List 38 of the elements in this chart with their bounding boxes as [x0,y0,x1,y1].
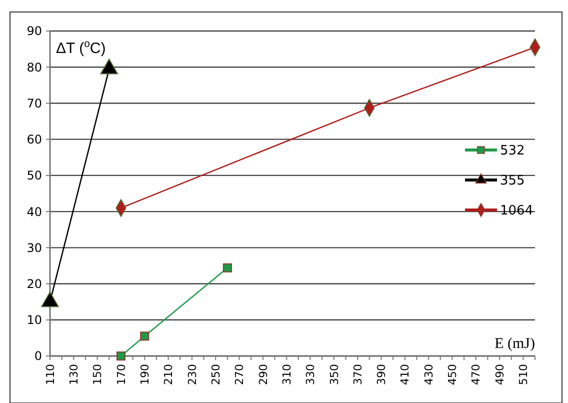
x-axis-title: E (mJ) [494,336,535,352]
y-tick-label: 50 [26,168,42,183]
x-tick-label: 430 [422,364,436,385]
x-tick-label: 470 [470,364,483,385]
x-tick-label: 370 [351,364,364,385]
y-tick-label: 90 [26,24,42,38]
x-tick-label: 150 [91,364,104,385]
y-tick-label: 60 [26,132,42,147]
x-tick-label: 190 [138,364,152,385]
y-axis-title: ΔT ($^{o}$C) [56,38,106,57]
point [140,332,150,341]
x-tick-label: 310 [280,364,294,385]
legend-label: 532 [500,144,525,159]
x-tick-label: 410 [398,364,412,385]
point [116,352,126,360]
point [222,263,232,272]
x-tick-label: 270 [233,364,246,385]
y-tick-label: 70 [26,96,42,110]
x-tick-label: 390 [375,364,388,385]
x-tick-label: 250 [209,364,222,385]
y-tick-label: 20 [26,276,42,291]
x-tick-label: 230 [186,364,199,385]
x-tick-label: 170 [114,364,128,385]
x-tick-label: 330 [304,364,318,385]
y-tick-label: 10 [26,313,42,328]
y-tick-label: 80 [26,60,42,74]
x-tick-label: 490 [493,364,506,385]
x-tick-label: 450 [446,364,460,385]
x-tick-label: 290 [256,364,270,385]
y-tick-label: 30 [26,240,42,255]
x-tick-label: 210 [162,364,176,385]
y-tick-label: 0 [34,349,42,364]
x-tick-label: 130 [68,364,81,385]
x-tick-label: 510 [517,364,530,385]
x-tick-label: 350 [328,364,341,385]
legend-label: 355 [500,174,525,189]
x-tick-label: 110 [44,364,57,385]
y-tick-label: 40 [26,204,42,219]
